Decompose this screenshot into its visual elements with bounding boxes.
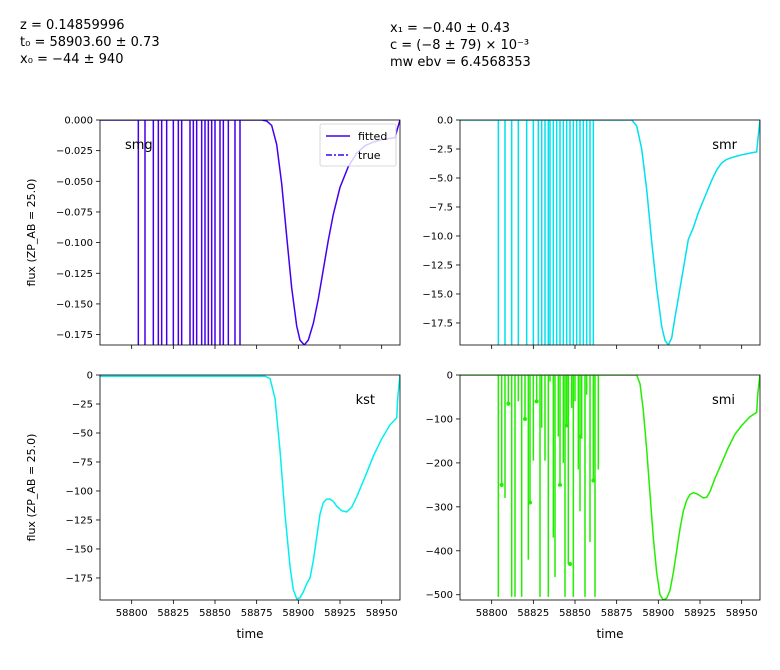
y-tick-label: −0.025: [56, 146, 93, 157]
fitted-curve-kst: [100, 375, 400, 600]
y-tick-label: −5.0: [429, 173, 453, 184]
y-tick-label: −0.175: [56, 330, 93, 341]
y-tick-label: −15.0: [422, 289, 453, 300]
x-tick-label: 58950: [726, 608, 758, 619]
y-tick-label: −10.0: [422, 231, 453, 242]
redshift-text: z = 0.14859996: [20, 18, 125, 33]
y-tick-label: −150: [66, 544, 93, 555]
x-tick-label: 58850: [199, 608, 231, 619]
x-tick-label: 58825: [517, 608, 549, 619]
x-tick-label: 58900: [282, 608, 314, 619]
x-tick-label: 58800: [476, 608, 508, 619]
y-tick-label: −300: [426, 502, 453, 513]
x-tick-label: 58925: [684, 608, 716, 619]
x-tick-label: 58875: [601, 608, 633, 619]
axes-frame: [99, 374, 401, 601]
y-tick-label: 0: [447, 371, 453, 382]
legend: fitted true: [319, 123, 397, 167]
plot-area-kst: [100, 375, 400, 600]
x-axis-label: time: [596, 627, 623, 641]
legend-fitted-label: fitted: [358, 130, 387, 143]
y-tick-label: 0: [87, 371, 93, 382]
spike-marker: [534, 399, 539, 404]
y-tick-label: −500: [426, 590, 453, 601]
axes-frame: [459, 374, 761, 601]
band-label-kst: kst: [356, 393, 375, 408]
y-tick-label: −17.5: [422, 318, 453, 329]
y-tick-label: −0.125: [56, 269, 93, 280]
y-axis-label: flux (ZP_AB = 25.0): [25, 179, 38, 287]
y-tick-label: 0.0: [437, 116, 453, 127]
band-label-smg: smg: [125, 138, 153, 153]
panel-kst: 0 −25 −50 −75 −100 −125 −150 −175 58800 58825 5885…: [25, 371, 401, 641]
x-tick-label: 58800: [116, 608, 148, 619]
band-label-smr: smr: [712, 138, 737, 153]
x-tick-label: 58950: [366, 608, 398, 619]
panel-smg: 0.000 −0.025 −0.050 −0.075 −0.100 −0.125 −0.15…: [25, 116, 401, 349]
fit-parameters-right: x₁ = −0.40 ± 0.43 c = (−8 ± 79) × 10⁻³ m…: [390, 20, 531, 71]
y-tick-label: −100: [426, 414, 453, 425]
panel-smr: 0.0 −2.5 −5.0 −7.5 −10.0 −12.5 −15.0 −17.5 smr: [422, 116, 761, 349]
color-param-text: c = (−8 ± 79) × 10⁻³: [390, 38, 530, 53]
x-tick-label: 58825: [157, 608, 189, 619]
fitted-curve-smr: [460, 120, 760, 345]
y-tick-label: −0.150: [56, 299, 93, 310]
spike-marker: [564, 423, 569, 428]
x0-text: x₀ = −44 ± 940: [20, 52, 124, 67]
t0-text: t₀ = 58903.60 ± 0.73: [20, 35, 160, 50]
x1-text: x₁ = −0.40 ± 0.43: [390, 21, 511, 36]
y-tick-label: −400: [426, 546, 453, 557]
plot-area-smi: [460, 375, 760, 600]
y-tick-label: −75: [72, 457, 93, 468]
x-tick-label: 58925: [324, 608, 356, 619]
y-axis-label: flux (ZP_AB = 25.0): [25, 434, 38, 542]
y-tick-label: −12.5: [422, 260, 453, 271]
y-tick-label: −0.075: [56, 207, 93, 218]
spike-marker: [506, 401, 511, 406]
legend-true-label: true: [358, 149, 381, 162]
y-tick-label: −25: [72, 399, 93, 410]
spike-marker: [568, 561, 572, 566]
mwebv-text: mw ebv = 6.4568353: [390, 55, 531, 70]
spike-marker: [578, 434, 582, 439]
spike-marker: [528, 500, 532, 505]
panel-smi: 0 −100 −200 −300 −400 −500 58800 58825 58850 5887…: [426, 371, 761, 641]
plot-area-smg: [100, 120, 400, 345]
y-tick-label: −100: [66, 486, 93, 497]
x-tick-label: 58850: [559, 608, 591, 619]
y-tick-label: −175: [66, 573, 93, 584]
y-tick-label: −0.050: [56, 177, 93, 188]
axes-frame: [459, 119, 761, 346]
y-tick-label: −200: [426, 458, 453, 469]
spike-marker: [591, 478, 596, 483]
x-tick-label: 58900: [642, 608, 674, 619]
axes-frame: [99, 119, 401, 346]
x-tick-label: 58875: [241, 608, 273, 619]
spike-marker: [499, 482, 504, 487]
band-label-smi: smi: [712, 393, 735, 408]
y-tick-label: −0.100: [56, 238, 93, 249]
x-axis-label: time: [236, 627, 263, 641]
y-tick-label: 0.000: [64, 116, 93, 127]
plot-area-smr: [460, 120, 760, 345]
fitted-curve-smi: [460, 375, 760, 600]
spike-marker: [523, 416, 527, 421]
y-tick-label: −2.5: [429, 144, 453, 155]
y-tick-label: −125: [66, 515, 93, 526]
fit-parameters-left: z = 0.14859996 t₀ = 58903.60 ± 0.73 x₀ =…: [20, 17, 160, 68]
y-tick-label: −50: [72, 428, 93, 439]
y-tick-label: −7.5: [429, 202, 453, 213]
spike-marker: [558, 482, 562, 487]
